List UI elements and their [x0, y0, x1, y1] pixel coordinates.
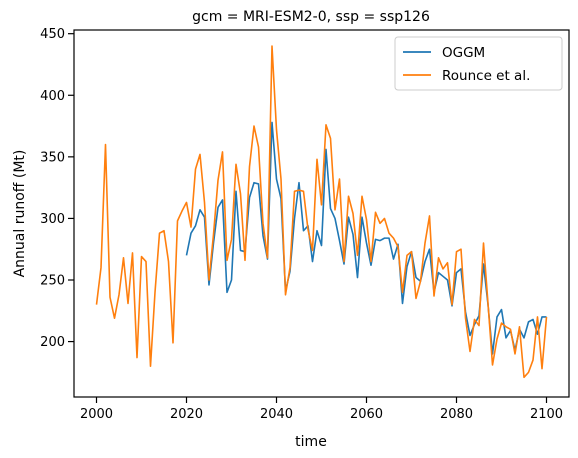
legend-label: Rounce et al. [442, 68, 530, 84]
y-tick-label: 450 [40, 27, 65, 42]
x-tick-label: 2040 [260, 407, 293, 422]
series-line-rounce-et-al [95, 45, 548, 379]
x-axis: 2000 2020 2040 2060 2080 2100 [80, 397, 563, 422]
legend: OGGM Rounce et al. [394, 36, 563, 91]
chart-title: gcm = MRI-ESM2-0, ssp = ssp126 [192, 9, 430, 25]
x-tick-label: 2060 [350, 407, 383, 422]
y-tick-label: 350 [40, 150, 65, 165]
x-tick-label: 2080 [440, 407, 473, 422]
y-tick-label: 400 [40, 89, 65, 104]
y-axis-label: Annual runoff (Mt) [12, 150, 28, 278]
series-layer [95, 45, 548, 379]
x-tick-label: 2020 [170, 407, 203, 422]
y-tick-label: 200 [40, 335, 65, 350]
y-tick-label: 300 [40, 212, 65, 227]
series-line-oggm [185, 121, 547, 355]
plot-frame [73, 29, 570, 398]
legend-box [394, 36, 563, 91]
x-tick-label: 2000 [80, 407, 113, 422]
y-axis: 200 250 300 350 400 450 [40, 27, 74, 350]
x-axis-label: time [295, 434, 327, 450]
y-tick-label: 250 [40, 274, 65, 289]
x-tick-label: 2100 [530, 407, 563, 422]
legend-label: OGGM [442, 45, 485, 61]
